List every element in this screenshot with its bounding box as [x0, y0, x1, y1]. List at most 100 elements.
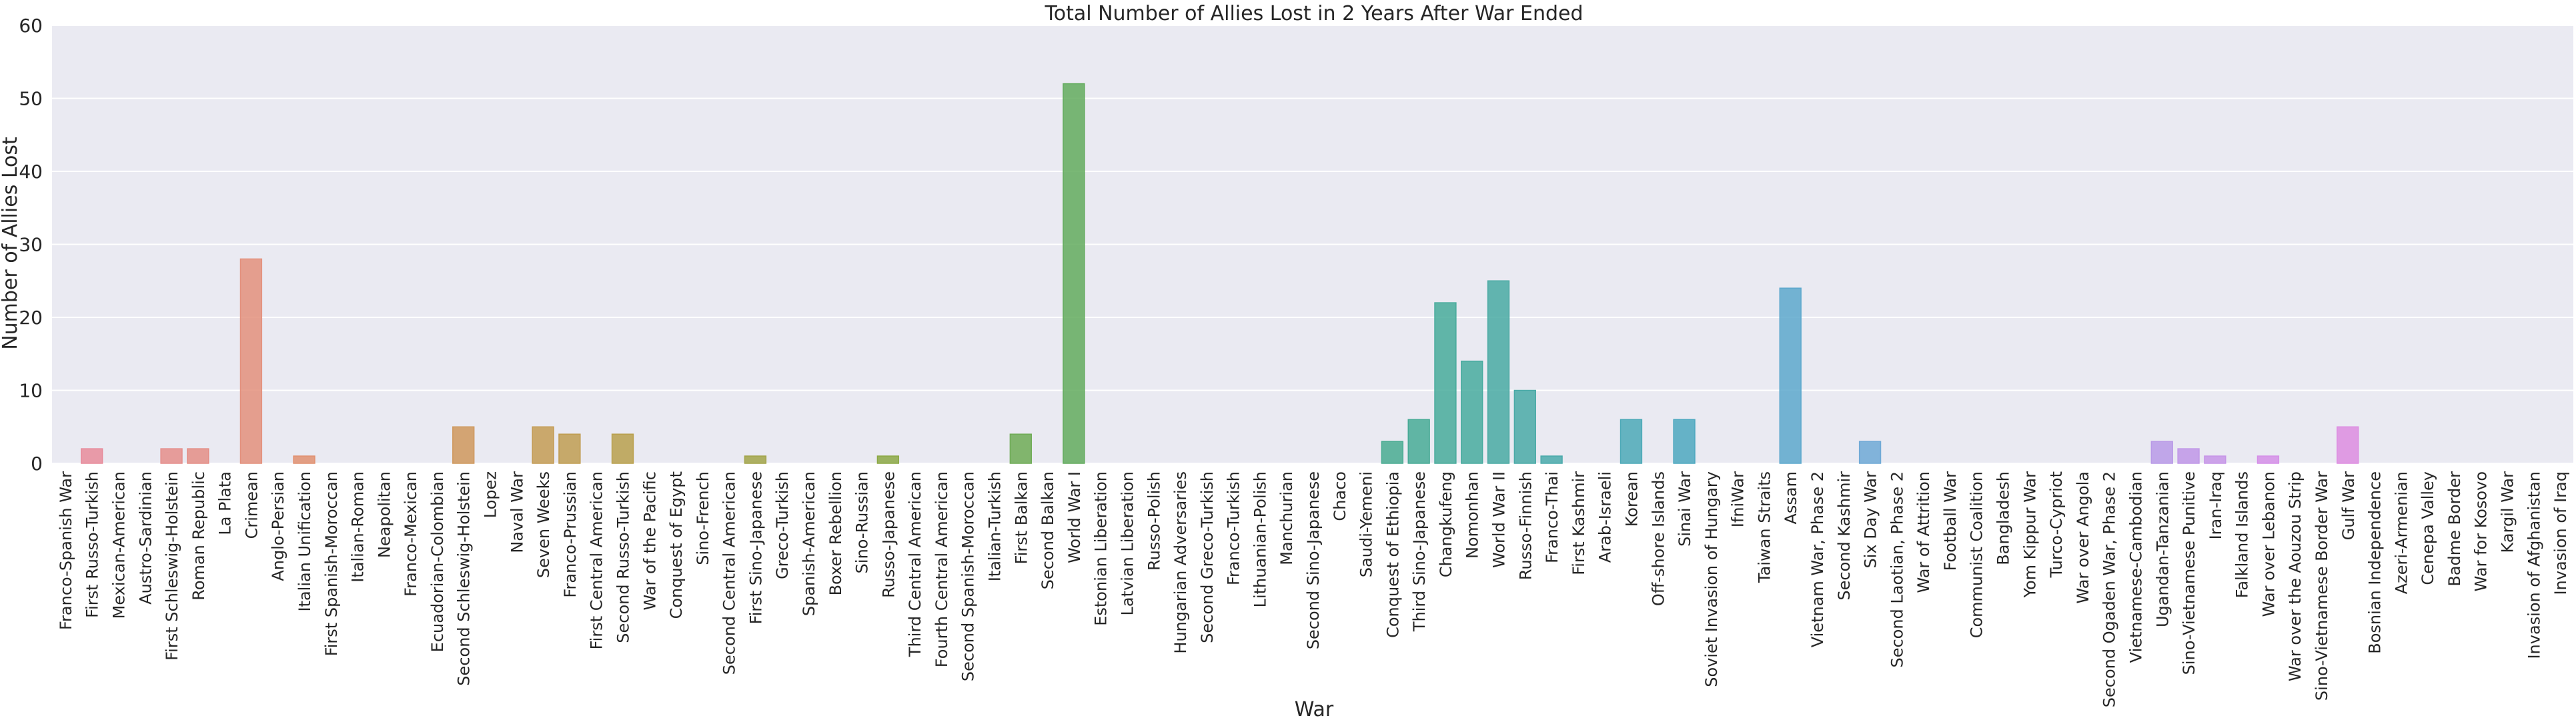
- x-tick-label: Turco-Cypriot: [2047, 471, 2066, 578]
- bar: [1673, 419, 1696, 464]
- x-tick-label: Chaco: [1331, 471, 1349, 521]
- bar: [1407, 419, 1430, 464]
- x-tick-label: World War II: [1490, 471, 1509, 568]
- x-tick-label: Vietnamese-Cambodian: [2126, 471, 2145, 663]
- x-tick-label: Assam: [1782, 471, 1800, 525]
- x-tick-label: Arab-Israeli: [1596, 471, 1615, 563]
- x-tick-label: First Kashmir: [1569, 471, 1588, 575]
- y-axis-label: Number of Allies Lost: [0, 137, 22, 350]
- x-axis-label: War: [1295, 698, 1334, 721]
- x-tick-label: Seven Weeks: [534, 471, 553, 578]
- bar: [160, 448, 183, 464]
- x-tick-label: Second Russo-Turkish: [614, 471, 632, 643]
- x-tick-label: First Balkan: [1012, 471, 1031, 564]
- x-tick-label: Conquest of Ethiopia: [1383, 471, 1402, 638]
- bar: [558, 433, 581, 464]
- bar: [2204, 455, 2226, 464]
- x-tick-label: Franco-Mexican: [402, 471, 420, 597]
- x-tick-label: Franco-Prussian: [561, 471, 580, 598]
- y-tick-label: 30: [19, 234, 43, 256]
- y-tick-label: 10: [19, 380, 43, 402]
- x-tick-label: First Schleswig-Holstein: [163, 471, 181, 661]
- y-tick-label: 20: [19, 307, 43, 329]
- x-tick-label: Fourth Central American: [932, 471, 951, 667]
- x-tick-label: Invasion of Afghanistan: [2525, 471, 2543, 659]
- bar: [239, 258, 263, 464]
- x-tick-label: Korean: [1622, 471, 1641, 527]
- x-tick-label: Roman Republic: [189, 471, 208, 601]
- x-tick-label: Lithuanian-Polish: [1251, 471, 1269, 607]
- x-tick-label: Ugandan-Tanzanian: [2153, 471, 2172, 627]
- x-tick-label: Russo-Japanese: [879, 471, 898, 598]
- x-tick-label: Second Ogaden War, Phase 2: [2100, 471, 2119, 707]
- y-tick-labels: 0 10 20 30 40 50 60: [19, 15, 43, 475]
- bar: [1487, 280, 1510, 464]
- x-tick-label: Second Spanish-Moroccan: [959, 471, 978, 681]
- x-tick-label: Anglo-Persian: [269, 471, 287, 581]
- x-tick-label: World War I: [1065, 471, 1084, 563]
- x-tick-label: Boxer Rebellion: [826, 471, 845, 595]
- bars: [81, 83, 2359, 464]
- x-tick-label: War of the Pacific: [640, 471, 659, 610]
- x-tick-label: Soviet Invasion of Hungary: [1702, 471, 1721, 687]
- bar: [1063, 83, 1085, 464]
- x-tick-label: Communist Coalition: [1968, 471, 1986, 638]
- bar: [532, 426, 554, 464]
- x-tick-label: Six Day War: [1862, 471, 1880, 569]
- x-tick-label: Third Sino-Japanese: [1410, 471, 1429, 632]
- y-tick-label: 40: [19, 161, 43, 183]
- x-tick-labels: Franco-Spanish War First Russo-Turkish Mex…: [57, 471, 2570, 707]
- x-tick-label: First Spanish-Moroccan: [322, 471, 341, 656]
- x-tick-label: Second Laotian, Phase 2: [1888, 471, 1906, 668]
- x-tick-label: Estonian Liberation: [1092, 471, 1111, 626]
- x-tick-label: Second Greco-Turkish: [1198, 471, 1217, 643]
- x-tick-label: Franco-Turkish: [1225, 471, 1243, 585]
- x-tick-label: Greco-Turkish: [773, 471, 792, 579]
- x-tick-label: Italian Unification: [295, 471, 314, 612]
- x-tick-label: Nomonhan: [1463, 471, 1482, 559]
- chart-title: Total Number of Allies Lost in 2 Years A…: [1045, 2, 1583, 25]
- x-tick-label: Taiwan Straits: [1755, 471, 1774, 583]
- x-tick-label: War for Kosovo: [2472, 471, 2491, 591]
- x-tick-label: Falkland Islands: [2233, 471, 2252, 598]
- x-tick-label: Sinai War: [1676, 471, 1694, 547]
- bar: [1779, 287, 1802, 464]
- bar: [1513, 389, 1536, 464]
- x-tick-label: Kargil War: [2499, 471, 2517, 553]
- x-tick-label: War of Attrition: [1914, 471, 1933, 593]
- bar: [1009, 433, 1032, 464]
- x-tick-label: Changkufeng: [1437, 471, 1455, 577]
- x-tick-label: Sino-Vietnamese Border War: [2313, 471, 2331, 701]
- x-tick-label: Second Schleswig-Holstein: [455, 471, 474, 686]
- bar: [1381, 441, 1404, 464]
- x-tick-label: Lopez: [482, 471, 500, 518]
- x-tick-label: War over Lebanon: [2259, 471, 2278, 617]
- x-tick-label: War over the Aouzou Strip: [2286, 471, 2305, 681]
- x-tick-label: Yom Kippur War: [2020, 471, 2039, 599]
- x-tick-label: Russo-Finnish: [1516, 471, 1535, 580]
- bar: [1620, 419, 1643, 464]
- x-tick-label: Franco-Thai: [1543, 471, 1561, 563]
- x-tick-label: Football War: [1941, 471, 1960, 571]
- x-tick-label: Manchurian: [1277, 471, 1296, 565]
- bar: [452, 426, 475, 464]
- x-tick-label: Third Central American: [906, 471, 924, 657]
- bar: [611, 433, 634, 464]
- x-tick-label: Vietnam War, Phase 2: [1808, 471, 1827, 647]
- x-tick-label: Saudi-Yemeni: [1357, 471, 1376, 577]
- bar: [876, 455, 900, 464]
- x-tick-label: Spanish-American: [800, 471, 818, 616]
- x-tick-label: Mexican-American: [109, 471, 128, 619]
- bar: [1858, 441, 1882, 464]
- x-tick-label: Sino-French: [694, 471, 712, 565]
- x-tick-label: Badme Border: [2445, 471, 2464, 587]
- bar: [2337, 426, 2359, 464]
- x-tick-label: Off-shore Islands: [1649, 471, 1668, 606]
- x-tick-label: Conquest of Egypt: [667, 471, 686, 619]
- x-tick-label: First Sino-Japanese: [746, 471, 765, 624]
- x-tick-label: Invasion of Iraq: [2551, 471, 2570, 595]
- y-tick-label: 50: [19, 88, 43, 110]
- x-tick-label: Austro-Sardinian: [136, 471, 155, 605]
